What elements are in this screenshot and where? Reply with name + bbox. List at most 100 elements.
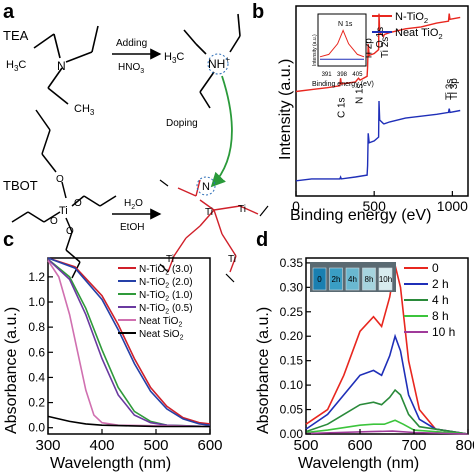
inset-b-series-0-line [319,29,365,58]
plot-c-ytick-label-4: 0.8 [28,320,45,334]
h2o-label: H2O [124,198,143,211]
plot-d-ytick-label-7: 0.35 [280,256,304,270]
plot-c-series-5-line [47,415,210,428]
tio2-network [167,179,259,273]
plot-d-ytick-label-5: 0.25 [280,305,304,319]
inset-b-xtick-label-1: 398 [337,72,348,78]
plot-c-ylabel: Absorbance (a.u.) [3,307,20,434]
photo-vial-2 [345,267,360,291]
plot-d-series-3-line [305,419,469,435]
plot-b-annotation-5: Ti 3s [445,79,456,100]
plot-c-legend-label-4: Neat TiO2 [139,316,182,329]
plot-b-annotation-2: Ti 2p [364,38,375,60]
plot-c-legend-label-5: Neat SiO2 [139,329,184,342]
panel-a: a TEA N H3C CH3 Adding HNO3 H3C NH+ [3,1,269,283]
photo-vial-0 [312,267,327,291]
inset-b-frame [317,13,367,67]
tea-ch3: CH3 [74,103,95,117]
photo-vial-4 [378,267,393,291]
plot-c-xtick-label-0: 300 [35,437,60,454]
photo-vial-label-2: 4h [348,275,357,284]
plot-c-series-3-line [47,258,211,428]
plot-d-ytick-label-3: 0.15 [280,354,304,368]
plot-d-xtick-label-2: 700 [401,437,426,454]
plot-c-series-group [47,257,211,428]
plot-b-annotation-1: N 1s [355,83,366,104]
plot-d-ytick-label-6: 0.30 [280,280,304,294]
panel-d-letter: d [256,229,268,251]
plot-d-photo-inset: 0 2h 4h 8h 10h [310,262,396,292]
inset-b-ylabel: Intensity (a.u.) [312,34,318,66]
plot-d-series-2-line [305,388,469,435]
panel-b-letter: b [252,1,264,23]
plot-b-annotation-6: Ti 3p [449,78,460,100]
plot-c-xtick-label-2: 500 [143,437,168,454]
plot-d-xtick-label-1: 600 [347,437,372,454]
plot-b-xtick-label-2: 1000 [437,198,468,214]
plot-c-legend-label-0: N-TiO2 (3.0) [139,264,193,277]
plot-b-xlabel: Binding energy (eV) [290,207,431,224]
plot-d-series-4-line [305,430,469,435]
prot-h3c: H3C [164,51,184,65]
tbot-molecule [11,109,117,279]
plot-d-legend-label-4: 10 h [432,325,455,339]
plot-d-legend-label-2: 4 h [432,293,449,307]
plot-b-xticks: 0 500 1000 [292,191,468,214]
plot-c-series-4-line [47,260,211,428]
plot-c-ytick-label-5: 1.0 [28,295,45,309]
photo-vial-label-4: 10h [379,275,392,284]
plot-b-series-group [295,13,461,182]
tio2-network-bonds [159,179,269,283]
net-ti-2: Ti [166,254,174,265]
plot-c-ytick-label-0: 0.0 [28,421,45,435]
prot-n-ring [207,53,229,75]
panel-d: d 500 600 700 800 0.00 0.05 0.10 0.15 0.20 0.25 0… [255,229,474,472]
hno3-label: HNO3 [118,62,144,75]
inset-b-xlabel: Binding energy (eV) [312,81,374,88]
plot-d-legend-label-0: 0 [432,261,439,275]
plot-b-inset: N 1s 391 398 405 Binding energy (eV) Inten… [312,13,374,88]
plot-b-annotation-4: Ti 2s [380,37,391,58]
plot-b-legend-label-0: N-TiO2 [395,11,428,25]
plot-c-legend-label-3: N-TiO2 (0.5) [139,303,193,316]
inset-b-xticks: 391 398 405 [322,72,363,78]
plot-b-legend-label-1: Neat TiO2 [395,27,443,41]
plot-c-ytick-label-6: 1.2 [28,270,45,284]
plot-d-series-1-line [305,333,469,435]
plot-c-series-0-line [47,257,211,425]
inset-b-xtick-label-0: 391 [322,72,333,78]
plot-d-ytick-label-2: 0.10 [280,378,304,392]
tbot-label: TBOT [3,178,38,193]
plot-c-legend-label-1: N-TiO2 (2.0) [139,277,193,290]
plot-c-yticks: 0.0 0.2 0.4 0.6 0.8 1.0 1.2 [28,270,53,435]
inset-b-title: N 1s [338,21,353,28]
doping-label: Doping [166,118,198,129]
panel-c: c 300 400 500 600 0.0 0.2 0.4 0.6 0.8 1.0 1.2 N-T… [3,229,223,472]
tea-label: TEA [3,28,29,43]
adding-label: Adding [116,38,147,49]
plot-b-frame [295,5,469,197]
plot-d-legend: 0 2 h 4 h 8 h 10 h [404,261,455,339]
plot-d-frame [305,257,469,435]
plot-d-xtick-label-0: 500 [293,437,318,454]
plot-d-series-0-line [305,265,469,435]
plot-d-ytick-label-0: 0.00 [280,427,304,441]
plot-c-ytick-label-1: 0.2 [28,396,45,410]
plot-c-ytick-label-2: 0.4 [28,370,45,384]
protonated-tea [183,13,241,109]
tea-molecule [33,25,99,105]
photo-vial-label-0: 0 [317,275,322,284]
inset-b-series-group [319,29,365,60]
plot-c-xticks: 300 400 500 600 [35,429,223,454]
plot-d-xticks: 500 600 700 800 [293,429,474,454]
net-ti-4: Ti [238,204,246,215]
plot-c-xtick-label-1: 400 [89,437,114,454]
photo-vial-3 [362,267,376,291]
plot-d-ytick-label-1: 0.05 [280,403,304,417]
plot-c-ytick-label-3: 0.6 [28,345,45,359]
plot-c-legend-label-2: N-TiO2 (1.0) [139,290,193,303]
plot-b-legend: N-TiO2 Neat TiO2 [372,11,443,41]
inset-b-xtick-label-2: 405 [352,72,363,78]
